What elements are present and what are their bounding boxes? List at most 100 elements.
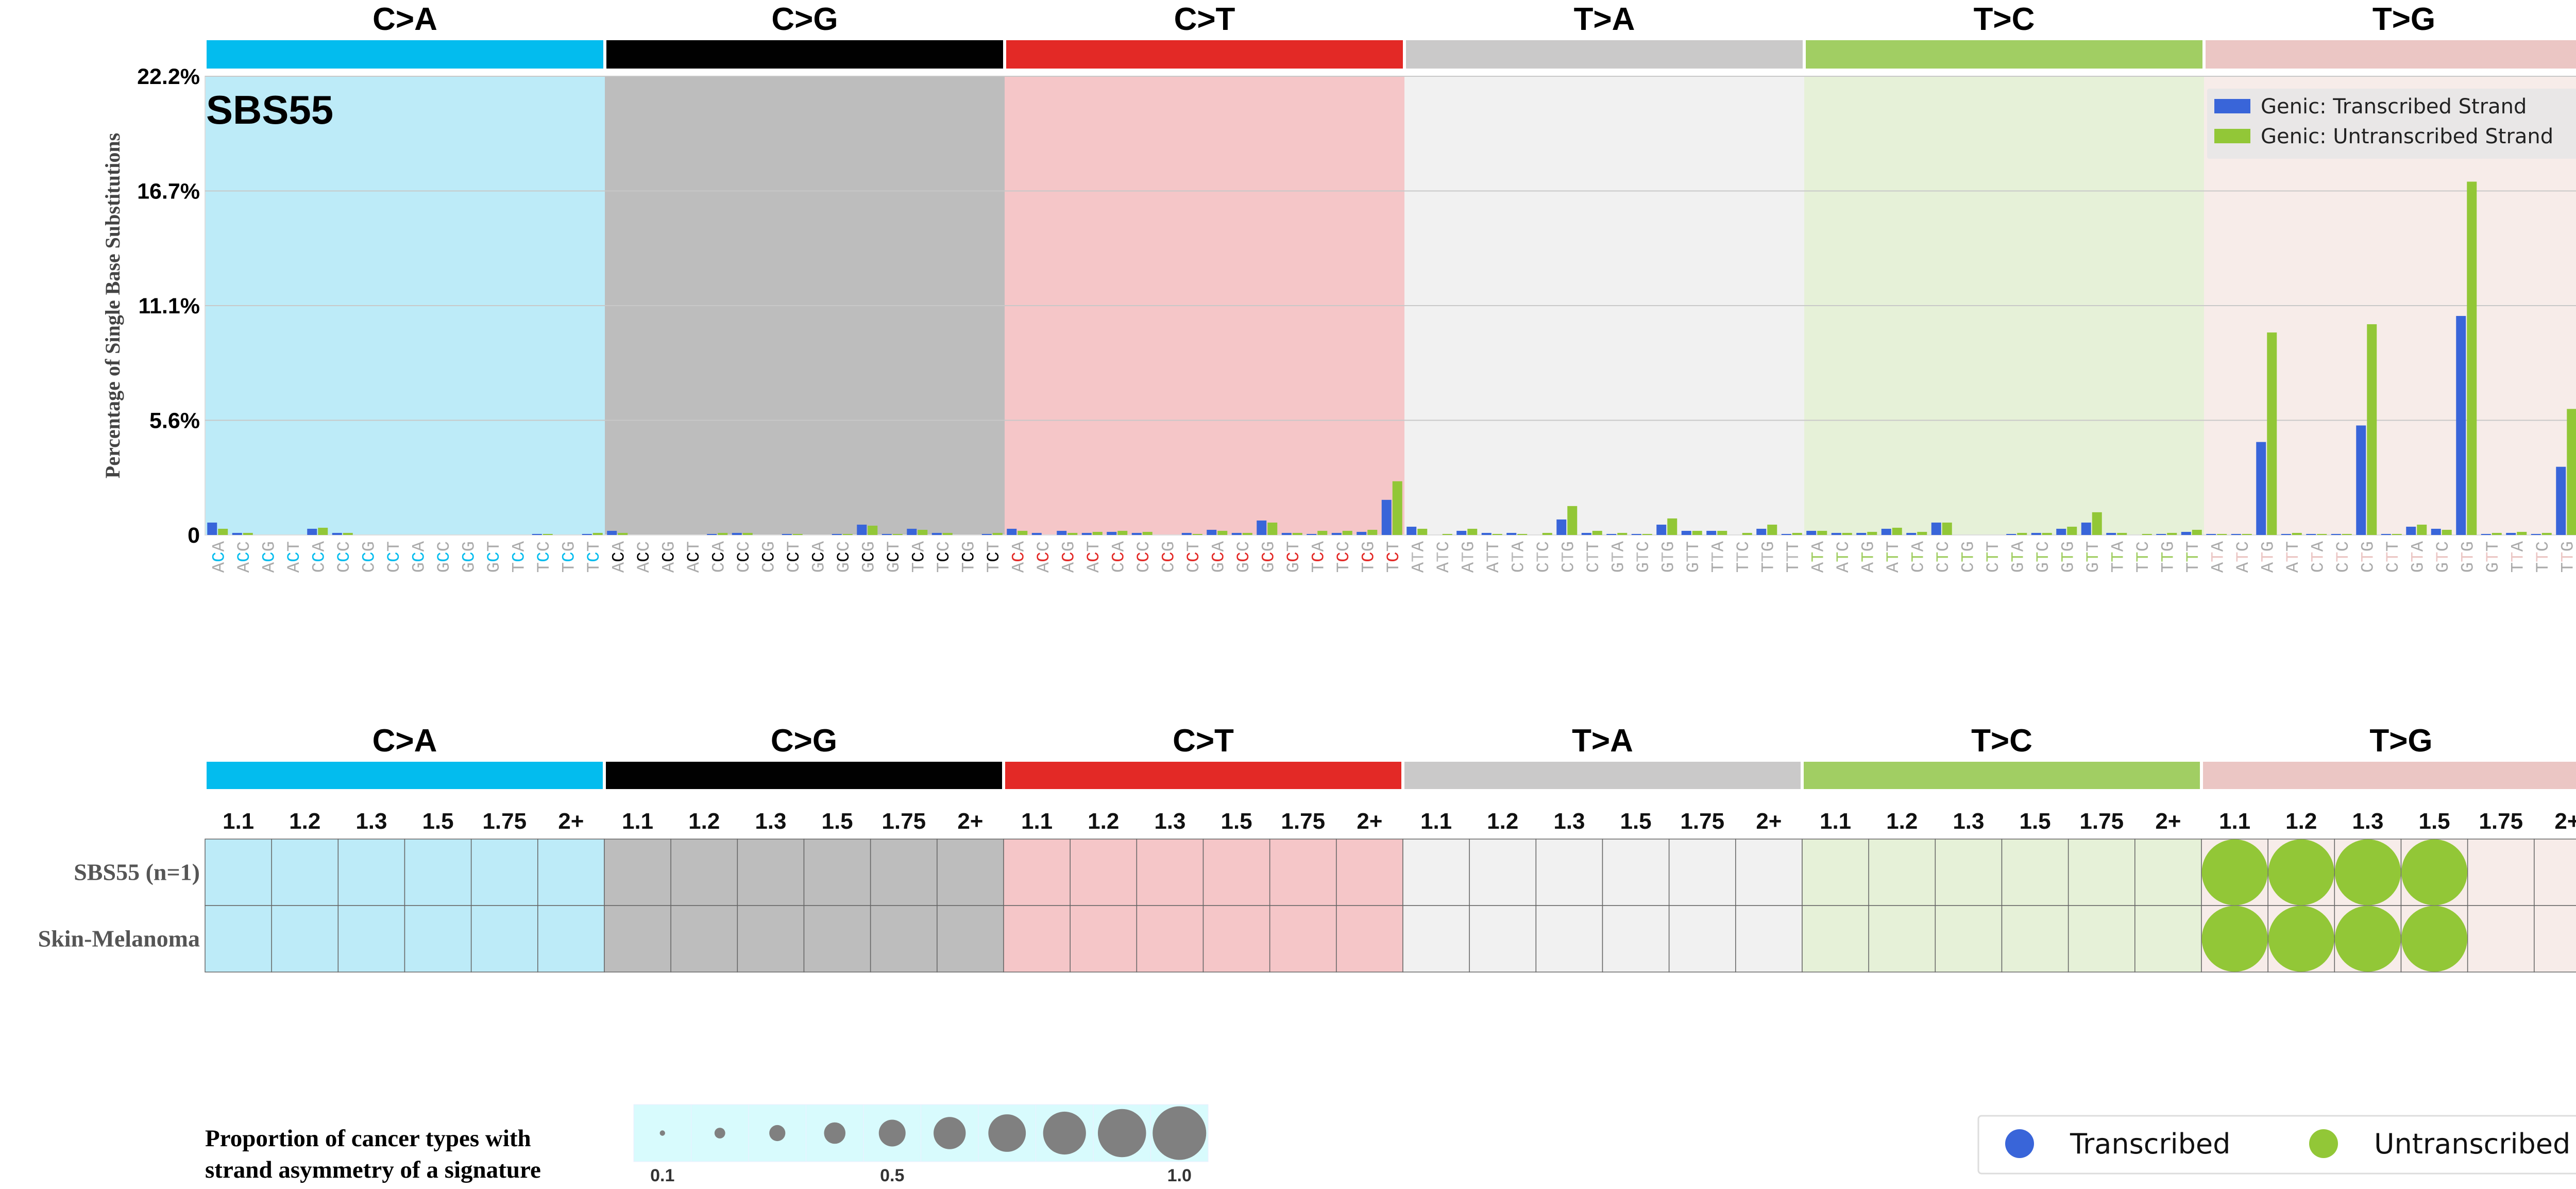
context-label-38: CCG (1159, 541, 1179, 573)
bar-transcribed-45 (1331, 532, 1342, 535)
tsb-label-5-2: 1.3 (2352, 809, 2383, 834)
grid-cell-0-0-4 (470, 839, 538, 906)
context-char-60-0: T (1709, 562, 1728, 573)
context-char-81-2: C (2234, 541, 2253, 551)
context-label-67: ATT (1884, 541, 1904, 573)
context-label-5: CCC (335, 541, 354, 573)
context-char-10-1: C (460, 551, 479, 562)
context-char-3-0: A (285, 562, 304, 573)
context-char-58-0: G (1659, 562, 1679, 573)
grid-type-bar-1 (606, 762, 1002, 789)
context-char-6-2: G (360, 541, 379, 551)
context-label-87: CTT (2384, 541, 2403, 573)
context-char-91-0: G (2484, 562, 2503, 573)
context-label-10: GCG (460, 541, 479, 573)
bar-transcribed-0 (207, 522, 217, 535)
context-char-90-0: G (2459, 562, 2478, 573)
context-text-18: ACG (659, 541, 679, 573)
context-label-70: CTG (1959, 541, 1978, 573)
context-char-57-2: C (1634, 541, 1654, 551)
context-text-23: CCT (785, 541, 804, 573)
context-char-80-1: T (2209, 551, 2228, 562)
context-char-86-2: G (2359, 541, 2378, 551)
legend-swatch-0 (2214, 99, 2250, 113)
bar-untranscribed-48 (1417, 528, 1428, 535)
context-char-22-0: C (759, 562, 779, 573)
bar-untranscribed-76 (2117, 532, 2127, 535)
context-label-56: GTA (1609, 541, 1629, 573)
grid-cell-1-4-2 (1935, 905, 2003, 973)
bar-untranscribed-0 (218, 528, 228, 535)
context-text-44: TCA (1309, 541, 1329, 573)
context-char-4-2: A (310, 541, 329, 551)
bar-untranscribed-63 (1792, 532, 1802, 535)
grid-cell-1-2-5 (1336, 905, 1403, 973)
context-text-71: CTT (1984, 541, 2004, 573)
tsb-label-3-2: 1.3 (1553, 809, 1585, 834)
grid-cell-1-4-3 (2001, 905, 2069, 973)
context-label-91: GTT (2484, 541, 2503, 573)
bar-transcribed-75 (2081, 522, 2091, 535)
context-char-21-2: C (735, 541, 754, 551)
context-label-29: TCC (935, 541, 954, 573)
context-char-59-0: G (1684, 562, 1704, 573)
context-char-85-0: C (2334, 562, 2353, 573)
context-char-10-2: G (460, 541, 479, 551)
context-label-44: TCA (1309, 541, 1329, 573)
context-text-68: CTA (1909, 541, 1928, 573)
bar-transcribed-73 (2031, 532, 2041, 535)
context-label-89: GTC (2434, 541, 2453, 573)
context-label-80: ATA (2209, 541, 2228, 573)
context-text-28: TCA (909, 541, 929, 573)
context-char-89-0: G (2434, 562, 2453, 573)
grid-cell-1-2-0 (1003, 905, 1071, 973)
grid-type-label-5: T>G (2369, 723, 2432, 759)
bar-transcribed-27 (882, 533, 892, 535)
context-label-73: GTC (2034, 541, 2054, 573)
context-label-32: ACA (1009, 541, 1029, 573)
context-text-52: CTA (1509, 541, 1529, 573)
bar-untranscribed-36 (1117, 530, 1128, 535)
tsb-label-3-5: 2+ (1756, 809, 1782, 834)
context-label-11: GCT (485, 541, 504, 573)
context-char-29-1: C (935, 551, 954, 562)
bar-untranscribed-85 (2342, 533, 2352, 535)
bar-untranscribed-4 (318, 527, 328, 535)
context-char-65-2: C (1834, 541, 1854, 551)
context-char-8-1: C (410, 551, 429, 562)
context-char-14-1: C (560, 551, 579, 562)
context-char-36-0: C (1109, 562, 1129, 573)
bar-untranscribed-67 (1892, 527, 1902, 535)
context-text-73: GTC (2034, 541, 2054, 573)
context-char-28-1: C (909, 551, 929, 562)
context-text-20: CCA (709, 541, 729, 573)
bar-untranscribed-77 (2142, 533, 2152, 535)
context-char-59-2: T (1684, 541, 1704, 551)
context-char-32-2: A (1009, 541, 1029, 551)
grid-cell-1-0-4 (470, 905, 538, 973)
context-char-51-2: T (1484, 541, 1504, 551)
context-label-72: GTA (2009, 541, 2028, 573)
context-char-88-1: T (2409, 551, 2428, 562)
context-char-79-2: T (2184, 541, 2204, 551)
context-char-27-0: G (885, 562, 904, 573)
bar-transcribed-35 (1081, 532, 1092, 535)
context-text-65: ATC (1834, 541, 1854, 573)
context-char-84-1: T (2309, 551, 2328, 562)
bar-transcribed-56 (1606, 533, 1617, 535)
bar-untranscribed-94 (2567, 409, 2576, 535)
grid-cell-0-3-4 (1668, 839, 1736, 906)
top-type-label-4: T>C (1974, 2, 2035, 37)
tsb-label-3-1: 1.2 (1487, 809, 1518, 834)
context-char-92-1: T (2509, 551, 2528, 562)
context-label-6: CCG (360, 541, 379, 573)
bar-untranscribed-45 (1342, 530, 1352, 535)
size-legend-dot-0 (659, 1130, 665, 1136)
size-legend-dot-9 (1153, 1106, 1207, 1160)
top-type-bar-0 (207, 40, 603, 69)
bar-transcribed-21 (732, 532, 742, 535)
context-char-69-0: C (1934, 562, 1954, 573)
context-char-53-2: C (1534, 541, 1554, 551)
context-text-19: ACT (685, 541, 704, 573)
context-char-27-2: T (885, 541, 904, 551)
